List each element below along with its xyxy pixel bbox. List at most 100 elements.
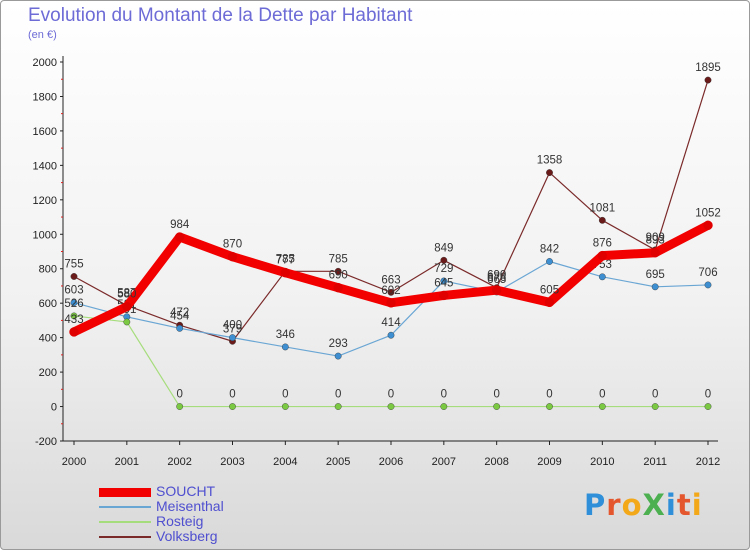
data-label-meisenthal: 706: [698, 267, 717, 279]
data-label-rosteig: 0: [282, 389, 288, 401]
data-label-meisenthal: 603: [64, 285, 83, 297]
data-label-rosteig: 0: [176, 389, 182, 401]
data-label-soucht: 690: [329, 270, 348, 282]
data-label-soucht: 580: [117, 289, 136, 301]
data-label-rosteig: 526: [64, 298, 83, 310]
logo-letter: r: [606, 488, 622, 522]
logo-letter: o: [621, 488, 643, 522]
y-tick-label: -200: [35, 436, 57, 448]
data-label-rosteig: 0: [546, 389, 552, 401]
x-tick-label: 2011: [643, 456, 667, 468]
y-tick-label: 0: [51, 402, 57, 414]
data-point-meisenthal: [334, 352, 342, 360]
data-point-meisenthal: [440, 277, 448, 285]
data-label-soucht: 605: [540, 284, 559, 296]
logo-letter: i: [691, 488, 703, 522]
data-point-rosteig: [493, 403, 501, 410]
legend-item-meisenthal: Meisenthal: [99, 498, 319, 515]
data-label-soucht: 893: [646, 235, 665, 247]
data-label-volksberg: 755: [64, 258, 83, 270]
data-point-soucht: [174, 232, 185, 242]
data-label-meisenthal: 729: [434, 263, 453, 275]
legend-swatch-volksberg: [99, 536, 151, 538]
x-tick-label: 2006: [379, 456, 403, 468]
y-tick-label: 1400: [33, 160, 57, 172]
data-point-volksberg: [440, 256, 448, 264]
data-point-rosteig: [598, 403, 606, 410]
y-tick-label: 200: [39, 367, 57, 379]
data-label-volksberg: 690: [487, 270, 506, 282]
legend-swatch-meisenthal: [99, 506, 151, 508]
x-tick-label: 2003: [220, 456, 244, 468]
legend-swatch-soucht: [99, 487, 151, 497]
x-tick-label: 2005: [326, 456, 350, 468]
data-label-soucht: 676: [487, 272, 506, 284]
data-label-volksberg: 472: [170, 307, 189, 319]
data-label-rosteig: 0: [493, 389, 499, 401]
logo-letter: X: [642, 488, 666, 522]
data-label-rosteig: 0: [388, 389, 394, 401]
data-label-volksberg: 663: [381, 274, 400, 286]
logo-letter: i: [665, 488, 677, 522]
data-point-meisenthal: [281, 343, 289, 351]
y-tick-label: 1800: [33, 91, 57, 103]
x-tick-label: 2007: [432, 456, 456, 468]
data-point-meisenthal: [704, 281, 712, 289]
y-tick-label: 600: [39, 298, 57, 310]
legend-label-volksberg: Volksberg: [156, 528, 218, 544]
x-tick-label: 2008: [484, 456, 508, 468]
data-point-soucht: [280, 267, 291, 278]
y-tick-label: 400: [39, 333, 57, 345]
data-label-soucht: 433: [64, 314, 83, 326]
proxiti-logo: ProXiti: [584, 488, 703, 522]
data-point-rosteig: [651, 403, 659, 410]
legend-item-soucht: SOUCHT: [99, 483, 319, 500]
legend-item-rosteig: Rosteig: [99, 513, 319, 530]
data-point-meisenthal: [546, 258, 553, 265]
data-point-rosteig: [70, 312, 78, 320]
data-label-meisenthal: 400: [223, 320, 242, 332]
data-label-rosteig: 0: [335, 389, 341, 401]
line-chart: -200020040060080010001200140016001800200…: [33, 56, 721, 468]
data-point-soucht: [650, 248, 660, 258]
data-point-rosteig: [229, 403, 236, 410]
data-label-rosteig: 0: [705, 389, 711, 401]
data-label-volksberg: 785: [276, 253, 295, 265]
data-point-meisenthal: [70, 299, 78, 307]
data-point-soucht: [703, 220, 713, 231]
legend-label-meisenthal: Meisenthal: [156, 498, 224, 514]
x-tick-label: 2012: [696, 456, 720, 468]
data-point-meisenthal: [229, 334, 236, 342]
data-point-soucht: [227, 251, 238, 262]
data-point-soucht: [597, 250, 608, 261]
data-point-volksberg: [334, 267, 342, 275]
data-label-soucht: 602: [381, 285, 400, 297]
data-label-volksberg: 1081: [590, 202, 616, 214]
data-label-meisenthal: 293: [329, 338, 348, 350]
y-tick-label: 1000: [33, 229, 57, 241]
data-label-volksberg: 849: [434, 242, 453, 254]
data-label-volksberg: 379: [223, 323, 242, 335]
data-point-soucht: [491, 285, 502, 295]
chart-subtitle: (en €): [28, 29, 57, 41]
data-label-soucht: 1052: [695, 207, 721, 219]
data-label-rosteig: 0: [441, 389, 447, 401]
logo-letter: P: [584, 488, 607, 522]
x-tick-label: 2004: [273, 456, 297, 468]
data-label-meisenthal: 695: [646, 269, 665, 281]
data-point-volksberg: [704, 76, 712, 84]
data-label-soucht: 777: [276, 255, 295, 267]
data-point-rosteig: [704, 403, 712, 410]
data-label-soucht: 870: [223, 239, 242, 251]
legend-swatch-rosteig: [99, 521, 151, 523]
data-point-rosteig: [546, 403, 553, 410]
data-point-rosteig: [334, 403, 342, 410]
chart-title: Evolution du Montant de la Dette par Hab…: [28, 5, 413, 26]
data-point-soucht: [439, 290, 449, 301]
data-point-meisenthal: [387, 331, 395, 339]
y-tick-label: 1200: [33, 195, 57, 207]
y-tick-label: 800: [39, 264, 57, 276]
data-point-volksberg: [70, 273, 78, 280]
data-label-rosteig: 0: [599, 389, 605, 401]
x-tick-label: 2001: [115, 456, 139, 468]
